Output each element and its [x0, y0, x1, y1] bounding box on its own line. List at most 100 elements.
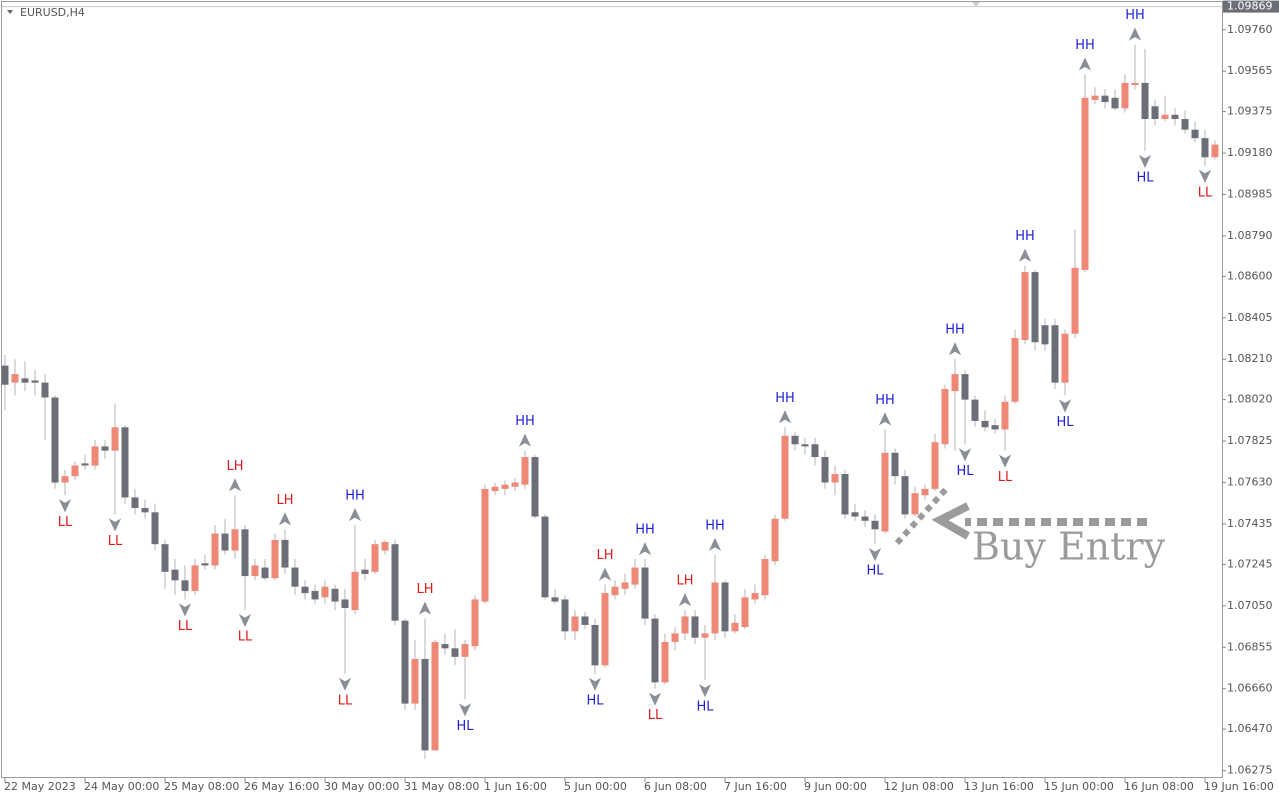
candle-body — [601, 593, 609, 666]
x-tick-label: 6 Jun 08:00 — [644, 780, 707, 793]
candle-body — [451, 648, 459, 657]
candle-body — [401, 620, 409, 704]
candle-body — [821, 457, 829, 483]
y-tick-label: 1.09375 — [1227, 105, 1273, 118]
swing-label: HH — [705, 518, 725, 533]
candle-body — [721, 582, 729, 632]
candle-body — [131, 497, 139, 509]
candle-body — [951, 374, 959, 392]
candle-body — [561, 599, 569, 632]
fractal-down-arrow — [177, 601, 193, 619]
swing-label: LL — [998, 470, 1013, 485]
candle-body — [441, 644, 449, 649]
candle-body — [361, 569, 369, 574]
candle-body — [211, 533, 219, 566]
fractal-up-arrow — [347, 506, 363, 524]
candle-body — [611, 586, 619, 596]
candle-body — [511, 482, 519, 487]
fractal-up-arrow — [277, 510, 293, 528]
candle-body — [981, 420, 989, 428]
candle-body — [791, 435, 799, 445]
y-tick-label: 1.06660 — [1227, 682, 1273, 695]
swing-label: HH — [515, 414, 535, 429]
fractal-up-arrow — [877, 410, 893, 428]
candle-body — [1021, 272, 1029, 341]
x-tick-label: 24 May 00:00 — [84, 780, 159, 793]
candle-body — [581, 616, 589, 625]
y-tick-label: 1.07630 — [1227, 476, 1273, 489]
swing-label: LL — [648, 708, 663, 723]
candle-body — [531, 457, 539, 517]
candle-body — [1111, 97, 1119, 109]
symbol-title: EURUSD,H4 — [20, 6, 85, 19]
buy-entry-annotation: Buy Entry — [894, 484, 1166, 569]
candle-body — [321, 586, 329, 598]
swing-label: LL — [178, 619, 193, 634]
candle-body — [371, 544, 379, 572]
x-tick-label: 1 Jun 16:00 — [484, 780, 547, 793]
swing-label: LL — [338, 693, 353, 708]
candle-body — [431, 641, 439, 751]
candle-body — [381, 542, 389, 551]
candle-body — [31, 380, 39, 383]
candle-body — [1071, 267, 1079, 334]
candle-body — [851, 512, 859, 517]
symbol-menu-icon[interactable] — [7, 10, 13, 14]
candle-body — [481, 488, 489, 602]
fractal-down-arrow — [237, 612, 253, 630]
fractal-up-arrow — [947, 340, 963, 358]
candle-body — [551, 597, 559, 602]
entry-arrow — [931, 502, 970, 540]
x-tick-label: 9 Jun 00:00 — [804, 780, 867, 793]
candle-body — [521, 457, 529, 485]
candle-body — [781, 435, 789, 519]
candle-body — [1181, 119, 1189, 130]
y-tick-label: 1.09180 — [1227, 146, 1273, 159]
candle-body — [11, 374, 19, 383]
candle-body — [231, 529, 239, 551]
candle-body — [1131, 82, 1139, 86]
candle-body — [711, 582, 719, 634]
candle-body — [631, 567, 639, 585]
fractal-down-arrow — [957, 446, 973, 464]
swing-label: LH — [416, 582, 433, 597]
swing-label: LH — [226, 459, 243, 474]
swing-label: HH — [1075, 38, 1095, 53]
candle-body — [291, 567, 299, 587]
candle-body — [21, 378, 29, 383]
fractal-down-arrow — [647, 690, 663, 708]
shift-marker — [972, 2, 980, 7]
y-tick-label: 1.08985 — [1227, 188, 1273, 201]
candle-body — [621, 582, 629, 589]
swing-label: HL — [1136, 170, 1154, 185]
y-tick-label: 1.06855 — [1227, 640, 1273, 653]
plot-frame — [1, 1, 1223, 778]
swing-label: HL — [956, 464, 974, 479]
candle-body — [41, 382, 49, 398]
candle-body — [871, 520, 879, 530]
x-tick-label: 30 May 00:00 — [324, 780, 399, 793]
candle-body — [341, 599, 349, 608]
candle-body — [261, 567, 269, 579]
annotation: Buy Entry — [972, 525, 1166, 569]
candle-body — [831, 474, 839, 483]
fractal-up-arrow — [597, 565, 613, 583]
swing-label: LH — [676, 574, 693, 589]
candle-body — [471, 599, 479, 647]
fractal-up-arrow — [707, 535, 723, 553]
candle-body — [501, 484, 509, 489]
fractal-down-arrow — [867, 546, 883, 564]
candle-body — [151, 512, 159, 545]
swing-label: HL — [1056, 415, 1074, 430]
candle-body — [741, 597, 749, 628]
fractal-down-arrow — [1057, 397, 1073, 415]
candle-body — [421, 658, 429, 751]
candle-body — [491, 486, 499, 492]
candle-body — [331, 588, 339, 602]
fractal-down-arrow — [337, 675, 353, 693]
candle-body — [111, 427, 119, 451]
swing-label: HH — [1015, 229, 1035, 244]
candle-body — [571, 616, 579, 632]
candle-body — [1141, 82, 1149, 120]
